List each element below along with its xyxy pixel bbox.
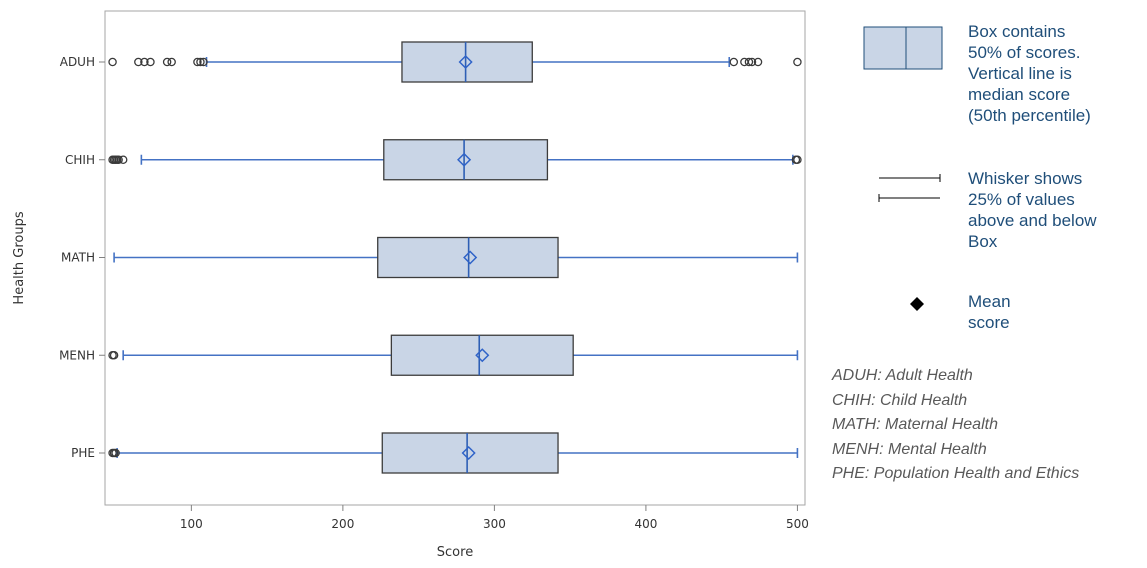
x-tick-label: 300 bbox=[483, 517, 506, 531]
y-tick-label: PHE bbox=[71, 446, 95, 460]
outlier-point bbox=[199, 57, 208, 67]
mean-marker bbox=[458, 54, 473, 70]
outlier-point bbox=[111, 448, 120, 458]
outlier-point bbox=[793, 57, 802, 67]
abbreviation-item: CHIH: Child Health bbox=[832, 391, 968, 409]
abbreviation-item: ADUH: Adult Health bbox=[832, 367, 973, 384]
box-body bbox=[381, 432, 559, 474]
mean-marker bbox=[463, 250, 478, 265]
abbreviation-list: ADUH: Adult Health CHIH: Child Health MA… bbox=[832, 364, 1079, 487]
outlier-point bbox=[140, 57, 149, 67]
y-axis-title: Health Groups bbox=[12, 211, 27, 304]
outlier-point bbox=[753, 57, 763, 67]
outlier-point bbox=[196, 57, 205, 67]
y-tick-label: MENH bbox=[59, 348, 95, 362]
abbreviation-item: PHE: Population Health and Ethics bbox=[832, 465, 1080, 482]
outlier-point bbox=[146, 57, 155, 67]
legend-mean-text: Mean score bbox=[968, 292, 1011, 332]
legend-whisker-sample bbox=[878, 174, 941, 202]
legend-box-text: Box contains 50% of scores. Vertical lin… bbox=[968, 22, 1091, 125]
legend-box-sample bbox=[863, 26, 943, 70]
x-tick-label: 500 bbox=[786, 517, 809, 531]
y-tick-label: ADUH bbox=[60, 55, 95, 69]
outlier-point bbox=[134, 57, 143, 67]
chart-marks: 100 200 300 400 500 ADUH CHIH MATH MENH PHE bbox=[59, 41, 809, 531]
outlier-point bbox=[108, 57, 117, 67]
outlier-point bbox=[747, 57, 757, 67]
x-tick-label: 400 bbox=[634, 517, 657, 531]
box-body bbox=[390, 334, 574, 376]
outlier-point bbox=[162, 57, 172, 67]
outlier-point bbox=[167, 57, 176, 67]
box-body bbox=[383, 139, 549, 181]
mean-marker bbox=[461, 445, 476, 461]
outlier-point bbox=[793, 155, 802, 164]
x-tick-label: 200 bbox=[331, 517, 354, 531]
outlier-point bbox=[744, 57, 754, 67]
mean-marker bbox=[457, 152, 472, 167]
outlier-point bbox=[729, 57, 739, 67]
outlier-point bbox=[109, 350, 119, 360]
y-tick-label: CHIH bbox=[65, 153, 95, 167]
abbreviation-item: MATH: Maternal Health bbox=[832, 416, 998, 433]
abbreviation-item: MENH: Mental Health bbox=[832, 440, 987, 458]
outlier-point bbox=[118, 155, 128, 164]
diamond-icon bbox=[910, 297, 924, 311]
x-tick-label: 100 bbox=[180, 517, 203, 531]
legend-whisker-text: Whisker shows 25% of values above and be… bbox=[968, 169, 1097, 251]
mean-marker bbox=[475, 348, 490, 363]
box-body bbox=[401, 41, 533, 83]
y-tick-label: MATH bbox=[61, 251, 95, 265]
x-axis-title: Score bbox=[437, 545, 473, 560]
outlier-point bbox=[114, 155, 123, 164]
outlier-point bbox=[193, 57, 202, 67]
